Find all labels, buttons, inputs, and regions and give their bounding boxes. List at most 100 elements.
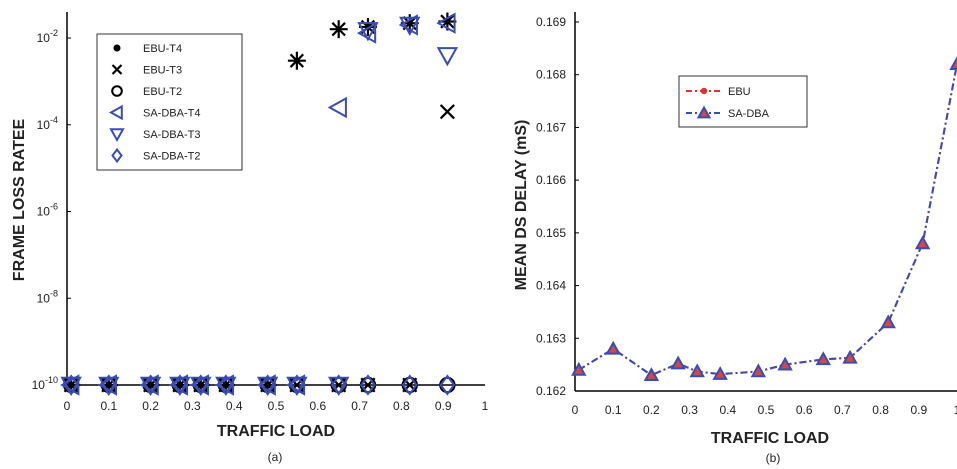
data-point bbox=[605, 340, 621, 355]
panel-label: (a) bbox=[268, 450, 283, 464]
data-point bbox=[98, 376, 120, 397]
data-point bbox=[169, 376, 191, 397]
data-point bbox=[949, 56, 957, 70]
data-point bbox=[328, 376, 350, 397]
data-point bbox=[100, 374, 117, 396]
data-point bbox=[63, 374, 80, 396]
data-point bbox=[712, 366, 728, 380]
legend: EBU SA-DBA bbox=[678, 75, 808, 128]
data-point bbox=[880, 314, 896, 329]
x-tick-labels: 0 0.1 0.2 0.3 0.4 0.5 0.6 0.7 0.8 0.9 1 bbox=[572, 403, 957, 417]
legend-marker bbox=[109, 128, 125, 143]
data-point bbox=[215, 376, 237, 397]
y-tick-label: 10-6 bbox=[37, 202, 58, 219]
legend: EBU-T4 EBU-T3 EBU-T2 SA-DBA-T4 SA-DBA-T3 SA-D… bbox=[96, 33, 243, 171]
x-tick-label: 0.8 bbox=[393, 399, 410, 413]
y-tick-label: 0.168 bbox=[536, 68, 566, 82]
y-axis-label: MEAN DS DELAY (mS) bbox=[513, 120, 530, 291]
data-point bbox=[436, 12, 456, 34]
chart-panel-a: 0 0.1 0.2 0.3 0.4 0.5 0.6 0.7 0.8 0.9 1 10-1010-81… bbox=[11, 12, 489, 464]
data-point bbox=[643, 367, 660, 381]
data-point bbox=[142, 374, 159, 396]
legend-box bbox=[96, 33, 243, 171]
y-tick-label: 0.165 bbox=[536, 226, 566, 240]
y-tick-labels: 0.162 0.163 0.164 0.165 0.166 0.167 0.168 0.169 bbox=[536, 15, 579, 398]
x-tick-label: 0.5 bbox=[268, 399, 285, 413]
x-tick-label: 0.4 bbox=[226, 399, 243, 413]
data-point bbox=[256, 376, 279, 397]
legend-label: SA-DBA-T3 bbox=[143, 129, 200, 141]
series-markers bbox=[60, 12, 459, 397]
legend-label: EBU-T2 bbox=[143, 86, 182, 98]
x-tick-label: 0.7 bbox=[351, 399, 368, 413]
x-tick-label: 0.2 bbox=[142, 399, 159, 413]
data-point bbox=[259, 374, 276, 396]
data-point bbox=[842, 349, 858, 364]
y-tick-label: 0.163 bbox=[536, 331, 566, 345]
y-tick-label: 0.164 bbox=[536, 279, 566, 293]
x-tick-label: 0.7 bbox=[834, 403, 851, 417]
x-tick-label: 0.3 bbox=[681, 403, 698, 417]
x-tick-label: 0.6 bbox=[309, 399, 326, 413]
data-point bbox=[288, 374, 305, 396]
legend-label: EBU bbox=[728, 86, 751, 98]
data-point bbox=[436, 47, 459, 67]
data-point bbox=[330, 374, 347, 396]
x-tick-label: 0.3 bbox=[184, 399, 201, 413]
data-point bbox=[139, 376, 162, 397]
data-point bbox=[750, 363, 767, 378]
data-point bbox=[777, 356, 793, 371]
x-axis-label: TRAFFIC LOAD bbox=[711, 430, 829, 447]
data-point bbox=[287, 51, 306, 70]
x-tick-label: 0 bbox=[64, 399, 71, 413]
x-tick-labels: 0 0.1 0.2 0.3 0.4 0.5 0.6 0.7 0.8 0.9 1 bbox=[64, 399, 489, 413]
y-tick-label: 0.169 bbox=[536, 15, 566, 29]
data-point bbox=[329, 20, 348, 39]
x-axis-label: TRAFFIC LOAD bbox=[217, 423, 335, 440]
x-tick-label: 0.1 bbox=[100, 399, 117, 413]
x-tick-label: 0.6 bbox=[796, 403, 813, 417]
x-tick-label: 0.8 bbox=[872, 403, 889, 417]
data-point bbox=[171, 374, 188, 396]
y-tick-label: 0.162 bbox=[536, 384, 566, 398]
legend-marker bbox=[700, 87, 708, 95]
y-tick-label: 10-10 bbox=[32, 375, 58, 392]
y-tick-label: 10-8 bbox=[37, 288, 58, 305]
data-point bbox=[398, 14, 418, 36]
legend-label: SA-DBA bbox=[728, 108, 770, 120]
legend-marker bbox=[696, 105, 712, 119]
data-point bbox=[192, 374, 209, 396]
data-point bbox=[190, 376, 212, 397]
y-tick-label: 10-4 bbox=[37, 115, 58, 132]
y-tick-label: 0.166 bbox=[536, 173, 566, 187]
legend-label: EBU-T4 bbox=[143, 43, 182, 55]
legend-marker bbox=[113, 44, 121, 52]
data-point bbox=[439, 104, 455, 120]
data-point bbox=[217, 374, 234, 396]
y-tick-labels: 10-10 10-8 10-6 10-4 10-2 bbox=[32, 28, 71, 392]
y-tick-label: 0.167 bbox=[536, 120, 566, 134]
data-point bbox=[670, 355, 686, 370]
data-point bbox=[327, 96, 347, 119]
legend-marker bbox=[111, 85, 123, 97]
legend-label: EBU-T3 bbox=[143, 65, 182, 77]
data-point bbox=[815, 351, 831, 366]
x-tick-label: 1 bbox=[482, 399, 489, 413]
data-point bbox=[359, 374, 376, 396]
legend-label: SA-DBA-T4 bbox=[143, 108, 200, 120]
series-markers bbox=[571, 56, 957, 381]
x-tick-label: 0.4 bbox=[719, 403, 736, 417]
data-point bbox=[439, 374, 456, 396]
x-tick-label: 0.2 bbox=[643, 403, 660, 417]
data-point bbox=[357, 22, 379, 42]
data-point bbox=[286, 376, 308, 397]
x-tick-label: 0.9 bbox=[910, 403, 927, 417]
x-tick-label: 1 bbox=[954, 403, 957, 417]
data-point bbox=[689, 363, 705, 378]
panel-label: (b) bbox=[766, 451, 781, 465]
x-tick-label: 0 bbox=[572, 403, 579, 417]
data-point bbox=[914, 235, 931, 250]
data-point bbox=[571, 361, 587, 376]
legend-marker bbox=[108, 104, 123, 121]
